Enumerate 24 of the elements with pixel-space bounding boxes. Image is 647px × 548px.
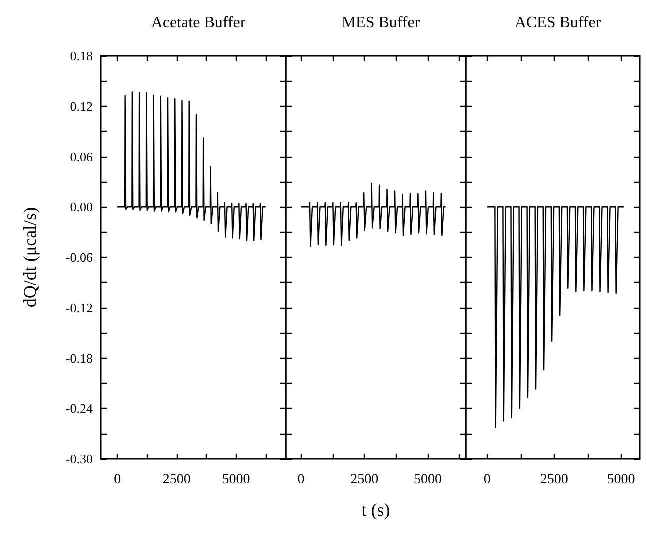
y-tick-label: 0.12 [70, 98, 93, 114]
y-tick-label: -0.12 [66, 300, 93, 316]
y-tick-label: -0.30 [66, 452, 93, 466]
y-tick-label: 0.18 [70, 48, 93, 64]
x-axis-title: t (s) [362, 500, 390, 520]
chart-title: Acetate Buffer [151, 14, 246, 32]
y-axis-title: dQ/dt (μcal/s) [20, 207, 40, 308]
x-tick-label: 5000 [222, 472, 250, 488]
x-tick-label: 2500 [540, 472, 568, 488]
y-tick-label: -0.06 [66, 250, 94, 265]
line-series [117, 92, 266, 242]
x-tick-label: 0 [484, 472, 491, 488]
chart-title: MES Buffer [342, 14, 421, 32]
y-tick-label: 0.06 [70, 149, 94, 164]
x-tick-label: 5000 [414, 472, 442, 488]
x-tick-label: 0 [114, 472, 122, 488]
x-tick-label: 2500 [350, 472, 379, 488]
y-tick-label: -0.18 [66, 350, 93, 366]
x-tick-label: 0 [298, 472, 305, 488]
x-tick-label: 2500 [162, 472, 191, 488]
x-tick-label: 5000 [607, 472, 636, 488]
y-tick-label: -0.24 [66, 401, 94, 416]
y-tick-label: 0.00 [70, 200, 93, 215]
chart-title: ACES Buffer [514, 14, 602, 32]
